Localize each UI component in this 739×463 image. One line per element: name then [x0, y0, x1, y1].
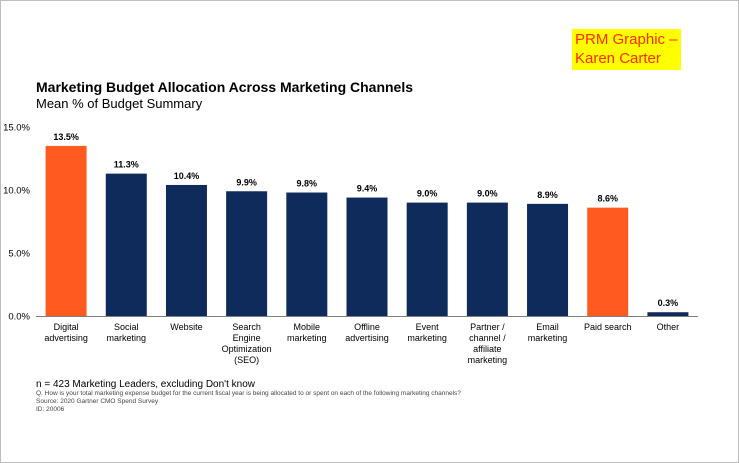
category-label-line: Engine — [233, 333, 261, 343]
bar-value-label: 9.0% — [477, 189, 498, 199]
bar-value-label: 9.0% — [417, 189, 438, 199]
y-tick-label: 10.0% — [3, 186, 30, 197]
bar-value-label: 0.3% — [658, 298, 679, 308]
category-label-line: marketing — [468, 355, 508, 365]
y-tick-label: 0.0% — [8, 312, 30, 323]
category-label-line: Event — [416, 322, 440, 332]
bar — [105, 173, 147, 316]
category-label: Search Engine Optimization (SEO) — [222, 322, 272, 365]
id-note: ID: 20006 — [36, 406, 65, 413]
category-label-line: Website — [170, 322, 202, 332]
category-label-line: Search — [232, 322, 261, 332]
y-tick-label: 5.0% — [8, 249, 30, 260]
bar — [165, 184, 207, 316]
category-label: Event marketing — [407, 322, 447, 343]
chart-footnotes: n = 423 Marketing Leaders, excluding Don… — [36, 379, 461, 414]
bar — [647, 312, 689, 316]
chart-subtitle: Mean % of Budget Summary — [36, 96, 203, 111]
highlighted-annotation: PRM Graphic – Karen Carter — [572, 29, 681, 70]
bar-value-label: 11.3% — [114, 160, 139, 170]
category-label-line: advertising — [44, 333, 88, 343]
category-label-line: affiliate — [473, 344, 501, 354]
bar — [406, 202, 448, 316]
category-label: Social marketing — [107, 322, 147, 343]
category-label: Mobile marketing — [287, 322, 327, 343]
category-label-line: marketing — [407, 333, 447, 343]
category-label: Other — [657, 322, 680, 332]
y-tick-label: 15.0% — [3, 123, 30, 134]
category-label-line: marketing — [287, 333, 327, 343]
category-label: Paid search — [584, 322, 632, 332]
survey-question: Q. How is your total marketing expense b… — [36, 390, 461, 397]
annotation-line-2: Karen Carter — [575, 50, 661, 67]
bar-value-label: 8.9% — [537, 190, 558, 200]
category-label-line: Partner / — [470, 322, 505, 332]
category-label-line: Mobile — [294, 322, 321, 332]
sample-size-note: n = 423 Marketing Leaders, excluding Don… — [36, 379, 255, 390]
category-label: Digital advertising — [44, 322, 88, 343]
bar — [527, 203, 569, 316]
bar — [587, 207, 629, 316]
bar-value-label: 9.8% — [297, 179, 318, 189]
bar — [286, 192, 328, 316]
bar — [466, 202, 508, 316]
category-label-line: marketing — [107, 333, 147, 343]
category-label-line: marketing — [528, 333, 568, 343]
category-label-line: Optimization — [222, 344, 272, 354]
bar — [45, 145, 87, 316]
bar-value-label: 10.4% — [174, 171, 200, 181]
bar-value-label: 9.9% — [236, 177, 257, 187]
category-label-line: channel / — [469, 333, 506, 343]
category-label-line: Other — [657, 322, 680, 332]
annotation-line-1: PRM Graphic – — [575, 31, 678, 48]
category-label: Email marketing — [528, 322, 568, 343]
bar — [346, 197, 388, 316]
category-label-line: Paid search — [584, 322, 632, 332]
category-label-line: Social — [114, 322, 139, 332]
bar — [226, 191, 268, 316]
category-label: Offline advertising — [345, 322, 389, 343]
category-label: Partner / channel / affiliate marketing — [468, 322, 508, 365]
chart-title: Marketing Budget Allocation Across Marke… — [36, 79, 414, 95]
category-label-line: (SEO) — [234, 355, 259, 365]
bar-value-label: 13.5% — [53, 132, 79, 142]
category-label-line: Email — [536, 322, 559, 332]
source-note: Source: 2020 Gartner CMO Spend Survey — [36, 398, 159, 405]
category-label-line: advertising — [345, 333, 389, 343]
category-label-line: Digital — [54, 322, 79, 332]
category-label: Website — [170, 322, 202, 332]
bar-value-label: 8.6% — [597, 194, 618, 204]
category-label-line: Offline — [354, 322, 380, 332]
bar-value-label: 9.4% — [357, 184, 378, 194]
